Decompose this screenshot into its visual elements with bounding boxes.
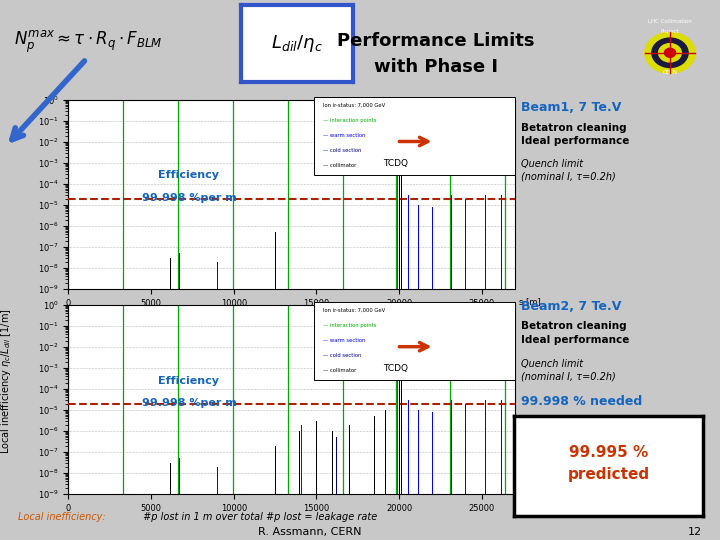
Bar bbox=[501, 195, 502, 540]
Text: Ion ir-status: 7,000 GeV: Ion ir-status: 7,000 GeV bbox=[323, 103, 385, 108]
Bar bbox=[464, 199, 466, 540]
Bar bbox=[336, 437, 337, 540]
Text: Efficiency: Efficiency bbox=[158, 376, 220, 386]
Text: 99.998 % needed: 99.998 % needed bbox=[521, 395, 642, 408]
Text: Project: Project bbox=[661, 29, 679, 33]
Circle shape bbox=[645, 32, 696, 73]
Text: — cold section: — cold section bbox=[323, 353, 361, 359]
Bar bbox=[451, 195, 452, 540]
Bar bbox=[397, 325, 398, 540]
Text: Beam1, 7 Te.V: Beam1, 7 Te.V bbox=[521, 100, 621, 114]
Bar bbox=[501, 400, 502, 540]
Text: (nominal I, τ=0.2h): (nominal I, τ=0.2h) bbox=[521, 371, 616, 381]
Bar bbox=[408, 400, 410, 540]
Text: Betatron cleaning: Betatron cleaning bbox=[521, 321, 627, 332]
Text: LHC Collimation: LHC Collimation bbox=[648, 18, 692, 24]
Circle shape bbox=[652, 38, 688, 68]
Text: 99.995 %
predicted: 99.995 % predicted bbox=[567, 445, 649, 482]
Text: Performance Limits: Performance Limits bbox=[337, 31, 534, 50]
Circle shape bbox=[659, 44, 681, 62]
Text: — interaction points: — interaction points bbox=[323, 323, 377, 328]
Bar bbox=[301, 425, 302, 540]
Bar bbox=[274, 446, 276, 540]
Text: R. Assmann, CERN: R. Assmann, CERN bbox=[258, 528, 361, 537]
Text: $N_p^{max} \approx \tau \cdot R_q \cdot F_{BLM}$: $N_p^{max} \approx \tau \cdot R_q \cdot … bbox=[14, 29, 163, 55]
FancyBboxPatch shape bbox=[314, 97, 515, 174]
Text: — collimator: — collimator bbox=[323, 368, 356, 374]
Bar bbox=[179, 253, 180, 540]
FancyBboxPatch shape bbox=[314, 302, 515, 380]
Text: Quench limit: Quench limit bbox=[521, 159, 583, 170]
Text: Quench limit: Quench limit bbox=[521, 359, 583, 369]
Bar bbox=[451, 400, 452, 540]
Text: CERN: CERN bbox=[662, 70, 678, 76]
Text: — warm section: — warm section bbox=[323, 133, 365, 138]
Text: Local inefficiency $\eta_c/L_{dil}$ [1/m]: Local inefficiency $\eta_c/L_{dil}$ [1/m… bbox=[0, 308, 13, 454]
Text: — warm section: — warm section bbox=[323, 338, 365, 343]
Text: Ion ir-status: 7,000 GeV: Ion ir-status: 7,000 GeV bbox=[323, 308, 385, 313]
Bar bbox=[374, 416, 375, 540]
Text: #p lost in 1 m over total #p lost = leakage rate: #p lost in 1 m over total #p lost = leak… bbox=[140, 512, 378, 522]
Bar bbox=[464, 404, 466, 540]
Text: (nominal I, τ=0.2h): (nominal I, τ=0.2h) bbox=[521, 171, 616, 181]
Circle shape bbox=[665, 48, 675, 57]
Bar bbox=[349, 425, 350, 540]
Bar bbox=[431, 207, 433, 540]
Text: s [m]: s [m] bbox=[519, 297, 541, 306]
Bar bbox=[179, 458, 180, 540]
Text: Ideal performance: Ideal performance bbox=[521, 136, 630, 146]
Bar bbox=[399, 102, 400, 540]
Text: Local inefficiency:: Local inefficiency: bbox=[18, 512, 106, 522]
Text: 99.998 %per m: 99.998 %per m bbox=[142, 193, 236, 203]
Text: — cold section: — cold section bbox=[323, 148, 361, 153]
Text: TCDQ: TCDQ bbox=[383, 364, 408, 373]
Text: Ideal performance: Ideal performance bbox=[521, 335, 630, 345]
Bar bbox=[316, 421, 317, 540]
Bar bbox=[274, 232, 276, 540]
Text: TCDQ: TCDQ bbox=[383, 159, 408, 168]
Bar bbox=[418, 410, 420, 540]
Text: $L_{dil}/\eta_c$: $L_{dil}/\eta_c$ bbox=[271, 33, 323, 54]
Text: — collimator: — collimator bbox=[323, 163, 356, 168]
Bar bbox=[418, 205, 420, 540]
Text: 99.998 %per m: 99.998 %per m bbox=[142, 399, 236, 408]
Text: 12: 12 bbox=[688, 528, 702, 537]
Text: Betatron cleaning: Betatron cleaning bbox=[521, 123, 627, 133]
Text: Efficiency: Efficiency bbox=[158, 171, 220, 180]
Text: s [m]: s [m] bbox=[519, 502, 541, 511]
Bar bbox=[408, 195, 410, 540]
Bar bbox=[431, 412, 433, 540]
Text: — interaction points: — interaction points bbox=[323, 118, 377, 123]
Bar bbox=[385, 410, 387, 540]
Bar bbox=[399, 307, 400, 540]
Text: with Phase I: with Phase I bbox=[374, 58, 498, 77]
Bar bbox=[397, 119, 398, 540]
Text: Beam2, 7 Te.V: Beam2, 7 Te.V bbox=[521, 300, 621, 314]
